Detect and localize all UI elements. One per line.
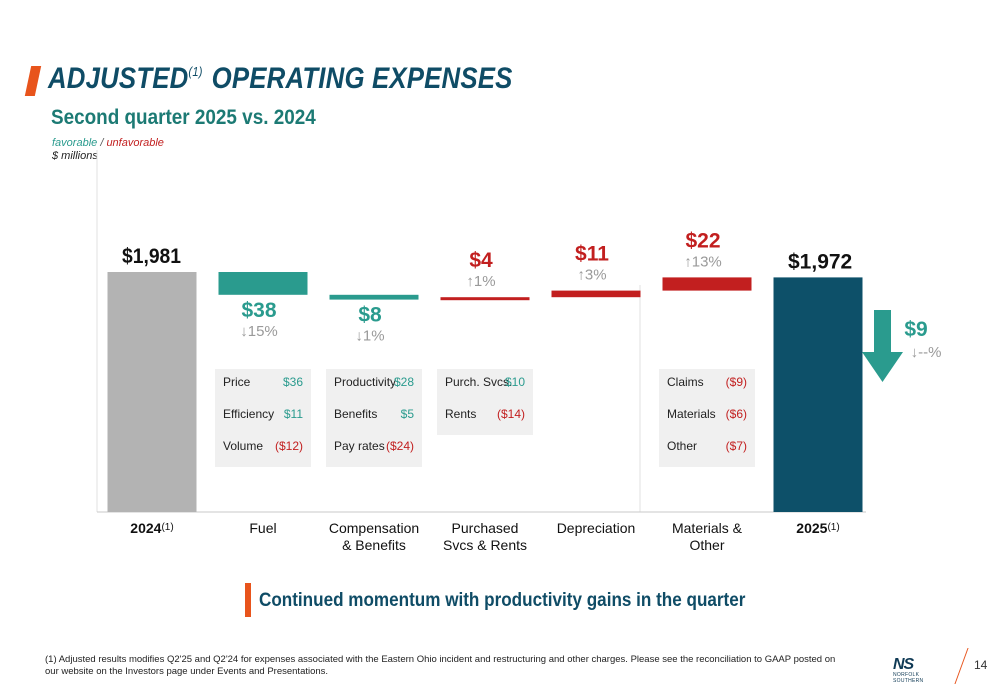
category-label-line: Materials & (672, 520, 743, 536)
driver-value: ($6) (725, 407, 747, 421)
category-label-2025: 2025(1) (796, 520, 839, 536)
title-rest: OPERATING EXPENSES (204, 62, 513, 95)
legend-unfavorable: unfavorable (106, 137, 164, 149)
driver-box-fuel: Price $36 Efficiency $11 Volume ($12) (215, 369, 311, 467)
driver-row: Efficiency $11 (223, 407, 303, 427)
value-label-purchased-svcs-rents: $4 (469, 249, 493, 272)
driver-row: Purch. Svcs. $10 (445, 375, 525, 395)
driver-label: Price (223, 375, 251, 389)
legend-separator: / (97, 137, 107, 149)
total-change-arrow-icon (862, 310, 903, 382)
category-label-line: & Benefits (342, 537, 406, 553)
driver-box-purchased-svcs-rents: Purch. Svcs. $10 Rents ($14) (437, 369, 533, 435)
driver-row: Benefits $5 (334, 407, 414, 427)
driver-value: $5 (400, 407, 414, 421)
driver-value: ($14) (496, 407, 525, 421)
driver-label: Purch. Svcs. (445, 375, 513, 389)
title-main: ADJUSTED (48, 62, 189, 95)
driver-value: $10 (504, 375, 525, 389)
driver-value: ($7) (725, 439, 747, 453)
driver-row: Productivity $28 (334, 375, 414, 395)
bar-2025 (773, 277, 863, 512)
driver-value: ($12) (274, 439, 303, 453)
value-label-depreciation: $11 (575, 243, 609, 266)
driver-row: Volume ($12) (223, 439, 303, 459)
color-legend: favorable / unfavorable $ millions (52, 137, 164, 163)
company-logo: NS NORFOLK SOUTHERN (893, 656, 945, 684)
pct-label-purchased-svcs-rents: ↑1% (466, 273, 495, 290)
driver-box-materials-other: Claims ($9) Materials ($6) Other ($7) (659, 369, 755, 467)
page-title: ADJUSTED(1) OPERATING EXPENSES (48, 62, 513, 96)
bar-materials-other (662, 277, 752, 291)
category-label-line: Svcs & Rents (443, 537, 527, 553)
driver-value: $11 (283, 407, 303, 421)
driver-row: Materials ($6) (667, 407, 747, 427)
driver-value: $36 (282, 375, 303, 389)
category-label-line: Purchased (452, 520, 519, 536)
category-label-compensation-benefits: Compensation & Benefits (329, 520, 419, 553)
bar-2024 (107, 272, 197, 512)
category-label-purchased-svcs-rents: Purchased Svcs & Rents (443, 520, 527, 553)
driver-value: ($9) (725, 375, 747, 389)
category-label-line: Other (689, 537, 724, 553)
category-label-fuel: Fuel (249, 520, 276, 536)
total-change-pct: ↓--% (911, 344, 942, 361)
driver-label: Volume (223, 439, 264, 453)
driver-row: Other ($7) (667, 439, 747, 459)
driver-label: Efficiency (223, 407, 275, 421)
driver-label: Rents (445, 407, 477, 421)
driver-box-compensation-benefits: Productivity $28 Benefits $5 Pay rates ($24) (326, 369, 422, 467)
logo-text: NORFOLK SOUTHERN (893, 672, 924, 684)
category-label-line: 2024 (130, 520, 161, 536)
driver-value: $28 (393, 375, 414, 389)
category-label-line: Compensation (329, 520, 419, 536)
pct-label-compensation-benefits: ↓1% (355, 328, 384, 345)
callout-accent-bar (245, 583, 251, 617)
legend-units: $ millions (52, 150, 98, 162)
driver-row: Claims ($9) (667, 375, 747, 395)
category-label-materials-other: Materials & Other (672, 520, 743, 553)
category-label-footnote-marker: (1) (827, 522, 839, 533)
bar-compensation-benefits (329, 294, 419, 300)
driver-label: Pay rates (334, 439, 385, 453)
driver-row: Rents ($14) (445, 407, 525, 427)
driver-value: ($24) (385, 439, 414, 453)
title-footnote-marker: (1) (188, 64, 203, 79)
category-label-line: Fuel (249, 520, 276, 536)
pct-label-materials-other: ↑13% (684, 253, 722, 270)
value-label-fuel: $38 (241, 299, 276, 322)
page-number: 14 (974, 658, 988, 672)
category-label-depreciation: Depreciation (557, 520, 636, 536)
page-subtitle: Second quarter 2025 vs. 2024 (51, 106, 316, 129)
value-label-2025: $1,972 (788, 250, 852, 273)
footnote: (1) Adjusted results modifies Q2'25 and … (45, 654, 836, 677)
value-label-2024: $1,981 (122, 245, 181, 268)
driver-row: Pay rates ($24) (334, 439, 414, 459)
driver-label: Materials (667, 407, 716, 421)
bar-fuel (218, 272, 308, 295)
value-label-compensation-benefits: $8 (358, 304, 382, 327)
category-label-footnote-marker: (1) (161, 522, 173, 533)
logo-mark: NS (893, 656, 914, 673)
driver-label: Claims (667, 375, 704, 389)
category-label-line: Depreciation (557, 520, 636, 536)
value-label-materials-other: $22 (685, 229, 720, 252)
key-message: Continued momentum with productivity gai… (259, 590, 746, 611)
category-label-line: 2025 (796, 520, 827, 536)
total-change-value: $9 (904, 318, 927, 341)
driver-label: Other (667, 439, 698, 453)
bar-depreciation (551, 290, 641, 298)
driver-label: Productivity (334, 375, 397, 389)
driver-row: Price $36 (223, 375, 303, 395)
bar-purchased-svcs-rents (440, 297, 530, 301)
legend-favorable: favorable (52, 137, 98, 149)
driver-label: Benefits (334, 407, 378, 421)
category-label-2024: 2024(1) (130, 520, 173, 536)
pct-label-depreciation: ↑3% (577, 267, 606, 284)
pct-label-fuel: ↓15% (240, 323, 278, 340)
